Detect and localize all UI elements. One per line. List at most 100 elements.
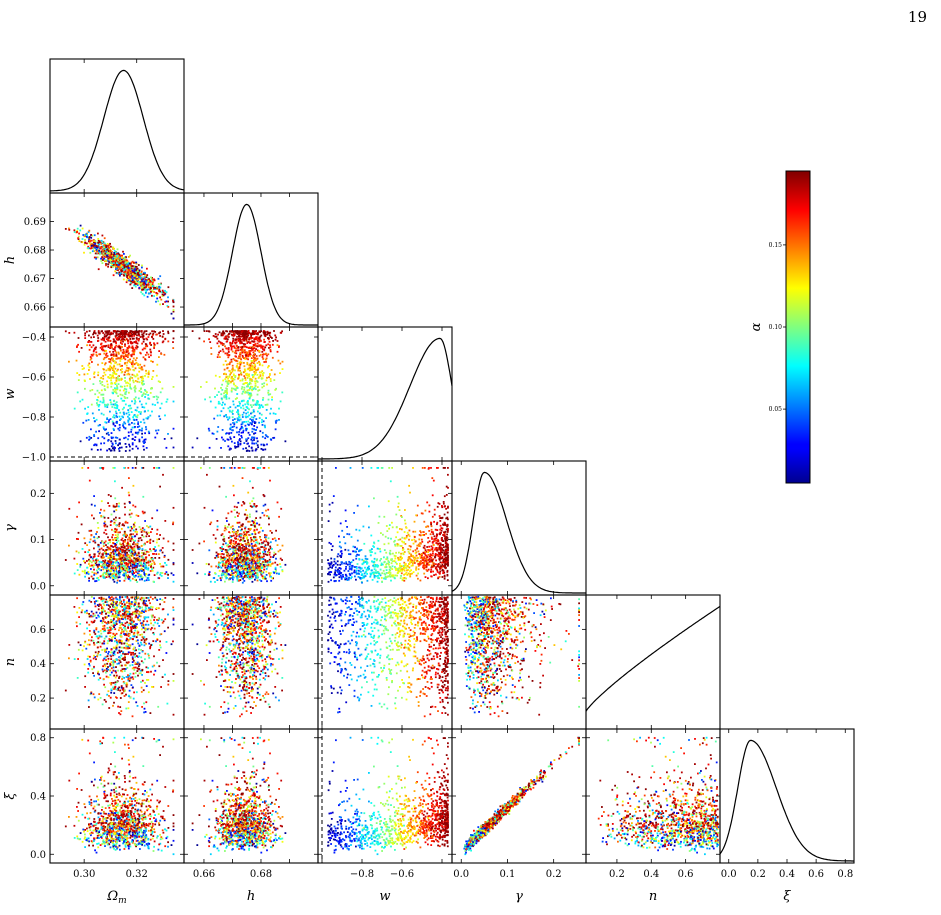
point [228,380,230,382]
point [111,420,114,423]
point [263,338,265,341]
point [247,353,250,356]
point [95,572,98,575]
point [102,397,105,399]
point [225,394,228,396]
point [121,346,123,348]
point [125,259,128,262]
point [255,371,257,374]
point [243,580,246,582]
point [271,356,274,359]
point [274,334,277,337]
point [105,259,107,262]
point [250,416,253,418]
point [118,551,120,553]
point [251,332,254,335]
point [102,246,105,249]
point [252,409,255,411]
point [263,555,265,558]
point [165,564,168,566]
point [141,436,143,439]
point [97,363,99,366]
point [118,330,121,333]
point [121,415,124,418]
point [114,382,116,384]
point [224,549,227,551]
point [134,278,137,281]
point [97,550,100,553]
point [227,383,230,385]
point [240,358,242,361]
point [156,333,158,336]
point [210,353,213,355]
point [247,411,249,414]
point [120,545,123,548]
point [268,340,271,343]
point [116,416,118,418]
point [117,357,120,359]
point [232,387,235,390]
point [114,550,117,553]
point [157,429,160,432]
point [101,436,104,438]
point [135,266,138,268]
point [256,550,258,553]
point [144,287,146,290]
point [137,515,140,517]
point [113,549,116,551]
point [131,550,133,553]
point [269,479,271,482]
point [117,257,119,260]
point [88,479,91,482]
point [106,546,109,548]
point [278,345,280,348]
point [111,382,114,385]
point [255,359,257,362]
point [269,344,271,347]
point [151,376,154,378]
point [127,265,129,267]
point [88,330,91,332]
point [129,509,131,511]
point [214,333,217,335]
point [233,505,236,508]
point [122,540,125,543]
point [246,556,249,559]
point [138,390,141,392]
point [95,353,98,356]
point [254,384,257,387]
point [263,382,266,385]
point [159,303,161,306]
point [102,545,105,547]
point [105,263,107,265]
point [103,552,106,554]
point [114,569,116,571]
point [155,549,157,552]
point [106,263,109,266]
point [246,402,249,405]
point [240,423,243,426]
point [117,558,120,560]
point [220,548,223,551]
point [96,246,99,249]
point [150,351,152,354]
point [234,557,237,560]
point [136,531,138,533]
point [113,416,116,419]
point [140,411,142,413]
point [99,246,102,249]
point [134,265,137,268]
point [112,374,114,377]
point [95,246,98,249]
point [104,540,107,543]
point [251,547,254,550]
point [157,277,160,280]
point [240,574,243,577]
point [266,565,269,568]
point [96,537,99,540]
point [81,467,84,469]
point [243,345,245,347]
point [93,435,96,437]
point [155,429,157,432]
point [214,374,217,377]
